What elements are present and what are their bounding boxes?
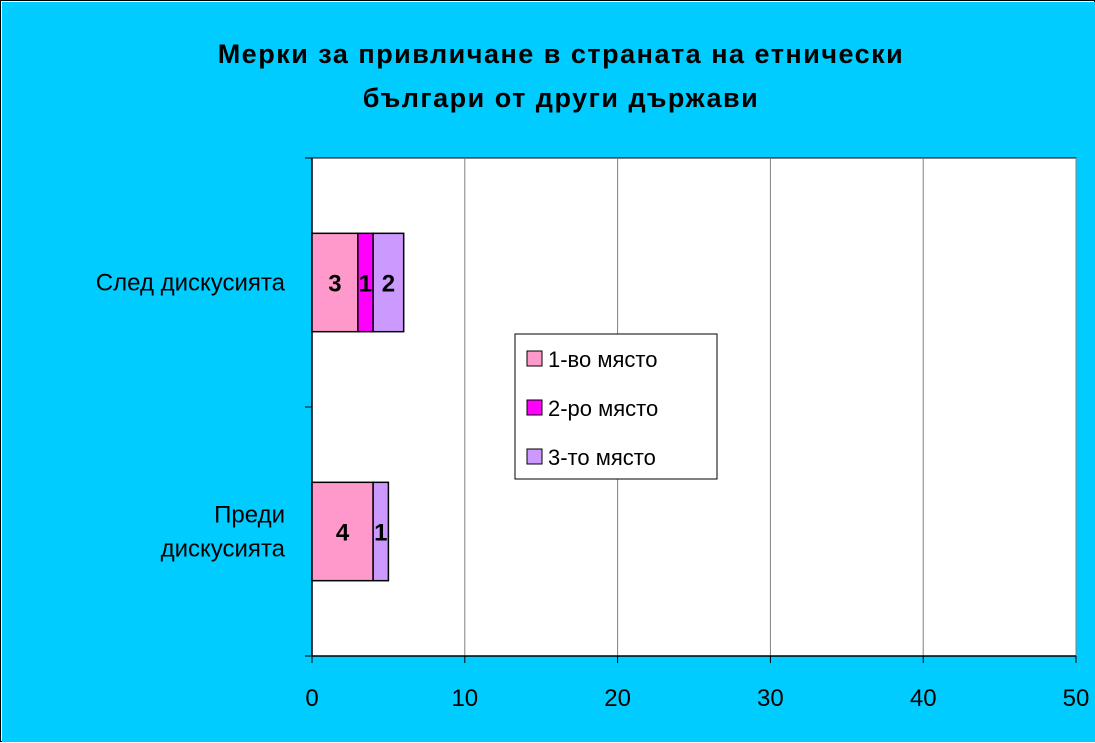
legend-swatch (526, 448, 543, 465)
legend-box (514, 333, 718, 480)
x-tick-label: 40 (910, 685, 937, 712)
x-tick-label: 0 (305, 685, 318, 712)
chart-title-line-2: българи от други държави (363, 83, 759, 113)
x-tick-label: 20 (604, 685, 631, 712)
bar-segment (372, 232, 405, 333)
data-label: 4 (336, 520, 350, 547)
data-label: 1 (374, 520, 387, 547)
legend-label: 2-ро място (548, 396, 658, 421)
legend-label: 1-во място (548, 347, 657, 372)
x-tick-label: 10 (451, 685, 478, 712)
x-tick-label: 30 (757, 685, 784, 712)
chart-title-line-1: Мерки за привличане в страната на етниче… (218, 39, 905, 69)
data-label: 1 (359, 271, 372, 298)
category-label: След дискусията (96, 270, 286, 297)
data-label: 2 (382, 271, 395, 298)
legend-label: 3-то място (548, 445, 656, 470)
bar-segment (372, 481, 390, 582)
legend-swatch (526, 350, 543, 367)
legend: 1-во място 2-ро място 3-то място (514, 333, 718, 480)
category-label: Преди (214, 502, 285, 529)
legend-swatch (526, 399, 543, 416)
x-tick-label: 50 (1063, 685, 1090, 712)
data-label: 3 (328, 271, 341, 298)
category-label: дискусията (161, 536, 286, 563)
